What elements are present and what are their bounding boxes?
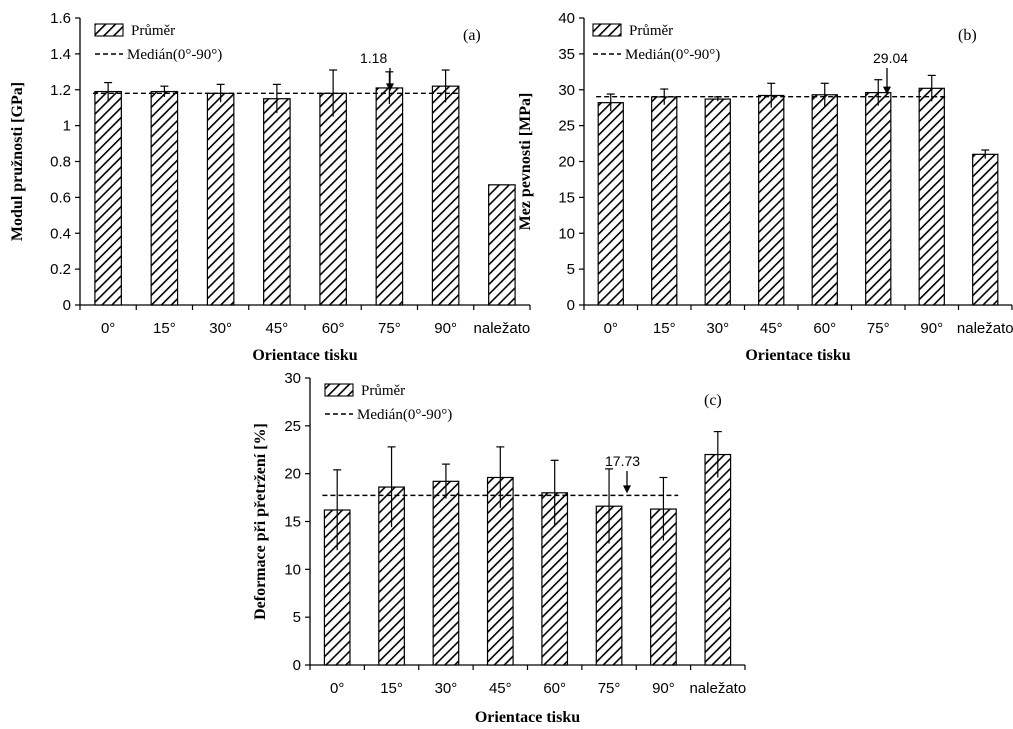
x-tick-label: 15°: [380, 680, 403, 697]
legend-label-mean: Průměr: [629, 23, 673, 39]
panel-label: (a): [463, 27, 481, 44]
y-tick-label: 10: [284, 561, 301, 578]
bar: [486, 476, 514, 666]
chart-panel-1: 0 0.2 0.4 0.6 0.8 1 1.2 1.4 1.6 0° 15° 30° 45° 60° 75°…: [9, 10, 531, 364]
x-tick-label: 90°: [434, 320, 457, 337]
y-axis-title: Modul pružnosti [GPa]: [9, 82, 26, 241]
legend-label-median: Medián(0°-90°): [625, 47, 720, 63]
y-axis-title: Mez pevnosti [MPa]: [517, 93, 534, 231]
x-tick-label: naležato: [957, 320, 1013, 337]
x-tick-label: 15°: [153, 320, 176, 337]
x-tick-label: 15°: [653, 320, 676, 337]
median-value-label: 29.04: [873, 50, 908, 66]
y-axis-title: Deformace při přetržení [%]: [252, 423, 269, 620]
x-tick-label: 0°: [330, 680, 344, 697]
panel-label: (b): [958, 27, 977, 44]
y-tick-label: 0: [293, 657, 301, 674]
chart-panel-3: 0 5 10 15 20 25 30 0° 15° 30° 45° 60° 75° 90° naležato…: [252, 370, 746, 726]
bar: [432, 480, 460, 666]
x-tick-label: 75°: [378, 320, 401, 337]
legend-swatch-bar: [592, 23, 622, 37]
bar: [972, 153, 999, 306]
panel-label: (c): [704, 392, 722, 409]
y-tick-label: 20: [284, 466, 301, 483]
x-tick-label: 60°: [322, 320, 345, 337]
y-tick-label: 1: [63, 118, 71, 135]
x-axis-title: Orientace tisku: [475, 709, 580, 726]
x-tick-label: 75°: [598, 680, 621, 697]
bar: [150, 90, 179, 306]
x-axis-title: Orientace tisku: [252, 347, 357, 364]
y-tick-label: 0.4: [50, 225, 71, 242]
median-arrow-head: [623, 485, 631, 494]
y-tick-label: 5: [567, 261, 575, 278]
y-tick-label: 5: [293, 609, 301, 626]
legend-swatch-bar: [94, 23, 124, 37]
median-arrow-head: [386, 83, 394, 92]
bar: [918, 87, 945, 306]
y-tick-label: 30: [558, 82, 575, 99]
y-tick-label: 0.2: [50, 261, 71, 278]
x-tick-label: 30°: [209, 320, 232, 337]
legend-label-mean: Průměr: [361, 383, 405, 399]
bar: [597, 102, 624, 306]
bar: [865, 92, 892, 306]
bar: [811, 94, 838, 306]
bar: [704, 98, 731, 306]
bar: [319, 92, 347, 306]
x-tick-label: 0°: [604, 320, 618, 337]
y-tick-label: 1.4: [50, 46, 71, 63]
bar: [704, 453, 732, 666]
x-tick-label: 75°: [867, 320, 890, 337]
y-tick-label: 35: [558, 46, 575, 63]
bar: [431, 85, 460, 306]
chart-panel-2: 0 5 10 15 20 25 30 35 40 0° 15° 30° 45° 60° 75° 90° nale…: [517, 10, 1013, 364]
median-arrow-head: [883, 86, 891, 95]
x-tick-label: 45°: [760, 320, 783, 337]
y-tick-label: 0: [63, 297, 71, 314]
x-tick-label: 45°: [489, 680, 512, 697]
x-tick-label: 30°: [706, 320, 729, 337]
x-tick-label: 0°: [101, 320, 115, 337]
y-tick-label: 15: [284, 514, 301, 531]
x-tick-label: naležato: [474, 320, 531, 337]
y-tick-label: 0.8: [50, 154, 71, 171]
bar: [94, 90, 122, 306]
y-tick-label: 1.6: [50, 10, 71, 27]
legend-swatch-bar: [324, 383, 354, 397]
bar: [758, 94, 785, 306]
bar: [263, 98, 291, 306]
x-tick-label: 30°: [435, 680, 458, 697]
x-tick-label: naležato: [689, 680, 746, 697]
y-tick-label: 25: [558, 118, 575, 135]
bar: [206, 92, 235, 306]
y-tick-label: 40: [558, 10, 575, 27]
legend-label-mean: Průměr: [131, 23, 175, 39]
x-tick-label: 90°: [652, 680, 675, 697]
y-tick-label: 0.6: [50, 189, 71, 206]
y-tick-label: 20: [558, 154, 575, 171]
x-axis-title: Orientace tisku: [745, 347, 850, 364]
legend-label-median: Medián(0°-90°): [127, 47, 222, 63]
x-tick-label: 90°: [920, 320, 943, 337]
x-tick-label: 60°: [813, 320, 836, 337]
y-tick-label: 10: [558, 225, 575, 242]
bar: [488, 184, 516, 306]
y-tick-label: 0: [567, 297, 575, 314]
x-tick-label: 45°: [266, 320, 289, 337]
median-value-label: 1.18: [360, 50, 387, 66]
legend-label-median: Medián(0°-90°): [357, 407, 452, 423]
median-value-label: 17.73: [605, 453, 640, 469]
y-tick-label: 25: [284, 418, 301, 435]
y-tick-label: 30: [284, 370, 301, 387]
x-tick-label: 60°: [543, 680, 566, 697]
y-tick-label: 1.2: [50, 82, 71, 99]
bar: [651, 96, 678, 306]
y-tick-label: 15: [558, 189, 575, 206]
bar: [375, 87, 404, 306]
